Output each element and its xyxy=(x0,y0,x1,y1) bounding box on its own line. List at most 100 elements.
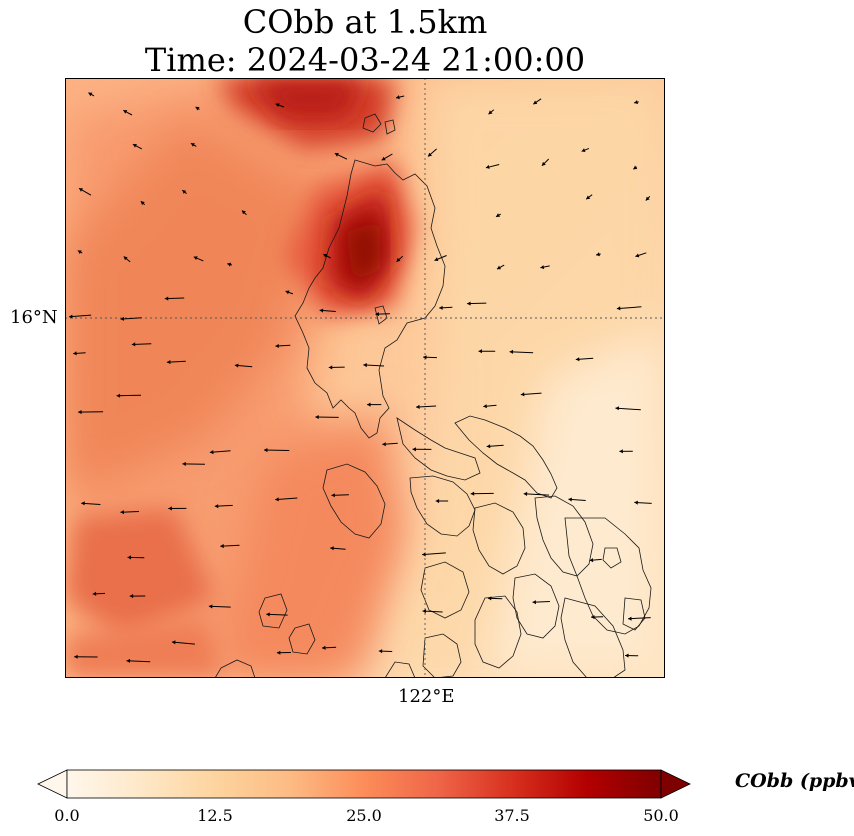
wind-arrowhead xyxy=(78,410,82,415)
latitude-label: 16°N xyxy=(10,307,58,328)
wind-arrowhead xyxy=(209,450,214,455)
wind-arrowhead xyxy=(412,447,416,452)
wind-arrowhead xyxy=(208,604,213,609)
wind-arrowhead xyxy=(533,100,538,105)
wind-arrowhead xyxy=(330,546,334,551)
wind-arrowhead xyxy=(591,615,595,620)
wind-arrowhead xyxy=(487,596,492,601)
wind-arrow xyxy=(422,552,446,556)
wind-arrow xyxy=(616,306,642,310)
wind-arrowhead xyxy=(634,500,638,505)
wind-arrowhead xyxy=(496,213,500,217)
colorbar xyxy=(37,769,691,799)
colorbar-tick: 37.5 xyxy=(494,806,530,825)
wind-arrowhead xyxy=(633,165,638,170)
wind-arrowhead xyxy=(568,497,572,502)
wind-arrowhead xyxy=(123,256,128,261)
wind-arrowhead xyxy=(396,95,400,100)
wind-arrow xyxy=(263,449,290,451)
wind-arrowhead xyxy=(422,552,426,557)
wind-arrowhead xyxy=(434,257,439,262)
wind-arrowhead xyxy=(220,543,224,549)
wind-arrowhead xyxy=(486,444,491,449)
wind-arrowhead xyxy=(276,650,281,655)
graticule xyxy=(65,78,665,678)
wind-arrowhead xyxy=(266,612,270,617)
wind-arrow xyxy=(275,497,298,501)
wind-arrowhead xyxy=(193,256,198,260)
wind-arrowhead xyxy=(363,363,367,368)
wind-arrowhead xyxy=(164,296,169,301)
wind-arrowhead xyxy=(171,640,176,645)
wind-arrowhead xyxy=(485,164,490,169)
wind-arrowhead xyxy=(497,265,501,270)
chart-subtitle: Time: 2024-03-24 21:00:00 xyxy=(144,41,586,79)
wind-arrowhead xyxy=(120,510,124,515)
wind-arrowhead xyxy=(428,152,432,157)
wind-arrowhead xyxy=(645,196,650,201)
wind-arrowhead xyxy=(182,461,186,466)
wind-arrowhead xyxy=(69,314,73,319)
wind-arrowhead xyxy=(422,609,426,614)
wind-arrowhead xyxy=(541,161,546,166)
wind-arrowhead xyxy=(315,415,319,420)
wind-arrowhead xyxy=(92,591,97,596)
wind-arrowhead xyxy=(77,250,82,254)
wind-arrowhead xyxy=(120,316,124,321)
wind-arrowhead xyxy=(634,100,638,105)
wind-arrowhead xyxy=(168,506,172,511)
wind-arrow xyxy=(266,613,288,616)
colorbar-ramp xyxy=(66,769,662,799)
wind-arrowhead xyxy=(319,308,324,313)
wind-arrowhead xyxy=(416,404,420,409)
wind-arrowhead xyxy=(635,253,640,258)
chart-title: CObb at 1.5km xyxy=(242,3,488,41)
wind-arrowhead xyxy=(470,491,475,496)
wind-arrowhead xyxy=(439,305,443,310)
wind-arrowhead xyxy=(234,363,239,368)
wind-arrowhead xyxy=(227,262,232,267)
wind-arrowhead xyxy=(275,103,280,107)
colorbar-tick: 12.5 xyxy=(197,806,233,825)
wind-arrowhead xyxy=(126,658,131,663)
wind-arrowhead xyxy=(523,491,528,496)
wind-arrowhead xyxy=(182,190,187,194)
wind-arrowhead xyxy=(264,448,268,453)
colorbar-extend-min xyxy=(37,769,68,799)
wind-arrowhead xyxy=(575,357,580,362)
wind-arrowhead xyxy=(381,156,386,161)
map-panel xyxy=(65,78,665,678)
colorbar-extend-max xyxy=(660,769,691,799)
wind-arrowhead xyxy=(540,265,545,270)
wind-arrowhead xyxy=(127,555,131,560)
wind-arrow xyxy=(615,407,641,411)
wind-arrowhead xyxy=(285,290,290,295)
wind-arrowhead xyxy=(129,594,134,599)
colorbar-tick: 50.0 xyxy=(643,806,679,825)
wind-arrowhead xyxy=(581,148,586,152)
wind-vectors xyxy=(69,92,652,663)
wind-arrow xyxy=(208,605,231,608)
wind-arrowhead xyxy=(616,306,621,311)
wind-arrowhead xyxy=(619,449,623,454)
wind-arrowhead xyxy=(74,654,78,659)
wind-arrowhead xyxy=(195,106,200,111)
wind-arrowhead xyxy=(322,645,326,650)
wind-arrowhead xyxy=(79,188,83,192)
wind-arrowhead xyxy=(628,616,632,621)
wind-arrowhead xyxy=(435,498,440,504)
wind-arrowhead xyxy=(423,355,427,360)
wind-arrowhead xyxy=(488,110,493,115)
wind-arrowhead xyxy=(116,393,121,398)
longitude-label: 122°E xyxy=(398,686,455,707)
wind-arrow xyxy=(116,394,142,397)
wind-arrowhead xyxy=(190,143,195,147)
wind-arrowhead xyxy=(509,349,514,354)
wind-arrowhead xyxy=(275,497,279,502)
colorbar-tick: 25.0 xyxy=(346,806,382,825)
wind-arrowhead xyxy=(367,402,371,407)
wind-arrow xyxy=(126,660,151,663)
wind-arrowhead xyxy=(532,600,536,605)
wind-arrow xyxy=(523,493,550,496)
wind-arrowhead xyxy=(275,343,279,348)
